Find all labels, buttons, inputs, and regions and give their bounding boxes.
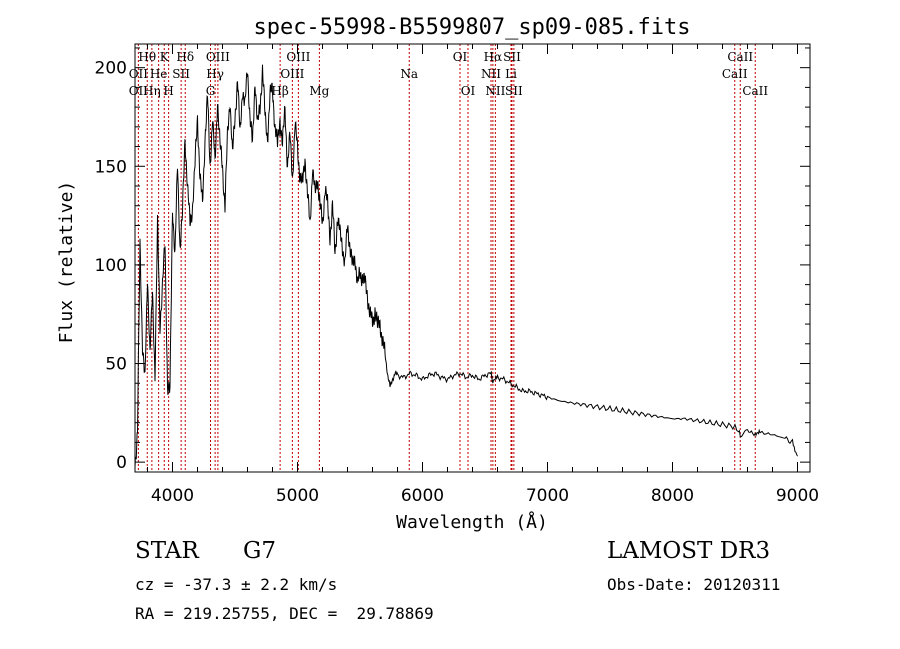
line-label: K bbox=[160, 50, 170, 64]
y-tick-label: 150 bbox=[95, 157, 127, 177]
line-label: H bbox=[163, 84, 173, 98]
line-label: OIII bbox=[280, 67, 304, 81]
line-label: Hγ bbox=[206, 67, 224, 81]
line-label: Hβ bbox=[271, 84, 288, 98]
y-tick-label: 100 bbox=[95, 256, 127, 276]
y-axis-label: Flux (relative) bbox=[56, 181, 77, 344]
x-tick-label: 4000 bbox=[151, 486, 194, 506]
x-tick-label: 9000 bbox=[776, 486, 819, 506]
x-axis: 4000 5000 6000 7000 8000 9000 bbox=[147, 44, 819, 506]
line-label: OII bbox=[129, 67, 149, 81]
line-label: CaII bbox=[722, 67, 748, 81]
y-axis: 0 50 100 150 200 bbox=[95, 47, 810, 473]
chart-title: spec-55998-B5599807_sp09-085.fits bbox=[253, 15, 690, 40]
line-label: Hα bbox=[484, 50, 503, 64]
coordinates: RA = 219.25755, DEC = 29.78869 bbox=[135, 604, 434, 623]
x-tick-label: 6000 bbox=[401, 486, 444, 506]
line-label: Hθ bbox=[138, 50, 156, 64]
line-label: OII bbox=[129, 84, 149, 98]
line-label: NII bbox=[481, 67, 501, 81]
line-label: SII bbox=[172, 67, 190, 81]
redshift-velocity: cz = -37.3 ± 2.2 km/s bbox=[135, 575, 338, 594]
line-label: SII bbox=[503, 50, 521, 64]
line-label: Mg bbox=[309, 84, 329, 98]
spectrum-series-line bbox=[134, 64, 798, 468]
x-tick-label: 5000 bbox=[276, 486, 319, 506]
line-label: Hδ bbox=[176, 50, 194, 64]
object-class: STAR bbox=[135, 538, 199, 564]
x-tick-label: 8000 bbox=[651, 486, 694, 506]
line-label: OIII bbox=[206, 50, 230, 64]
survey-name: LAMOST DR3 bbox=[607, 538, 771, 564]
line-label: OI bbox=[453, 50, 468, 64]
line-label: NII bbox=[485, 84, 505, 98]
line-label: CaII bbox=[727, 50, 753, 64]
x-tick-label: 7000 bbox=[526, 486, 569, 506]
line-label: Na bbox=[400, 67, 418, 81]
y-tick-label: 200 bbox=[95, 59, 127, 79]
line-label: Li bbox=[505, 67, 517, 81]
emission-line-markers bbox=[137, 44, 756, 472]
line-label: CaII bbox=[742, 84, 768, 98]
line-label: OI bbox=[461, 84, 476, 98]
line-label: He bbox=[150, 67, 168, 81]
line-label: SII bbox=[505, 84, 523, 98]
observation-date: Obs-Date: 20120311 bbox=[607, 575, 781, 594]
y-tick-label: 0 bbox=[116, 453, 127, 473]
x-axis-label: Wavelength (Å) bbox=[396, 511, 548, 533]
object-subclass: G7 bbox=[243, 538, 277, 564]
line-label: G bbox=[206, 84, 216, 98]
line-label: Hη bbox=[143, 84, 161, 98]
line-label: OIII bbox=[286, 50, 310, 64]
y-tick-label: 50 bbox=[105, 355, 127, 375]
